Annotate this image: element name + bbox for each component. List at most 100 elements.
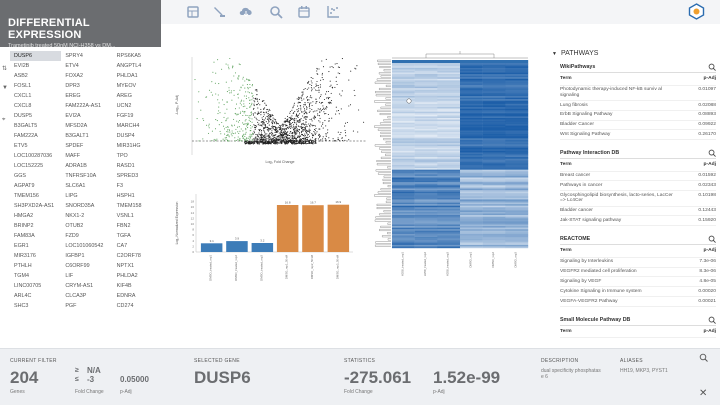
gene-list-item[interactable]: CD274 <box>116 303 134 309</box>
filter-small-icon[interactable]: ▼ <box>2 85 8 91</box>
gene-list-item[interactable]: RASD1 <box>116 163 135 169</box>
gene-list-item[interactable]: CA7 <box>116 243 128 249</box>
gene-list-item[interactable]: TGM4 <box>14 273 29 279</box>
gene-list-item[interactable]: NPTX1 <box>116 263 135 269</box>
gene-list-item[interactable]: FOXA2 <box>65 73 84 79</box>
gene-list-item[interactable]: SPRED3 <box>116 173 139 179</box>
gene-list-item[interactable]: PHLDA2 <box>116 273 138 279</box>
gene-list-item[interactable]: LOC101060542 <box>65 243 104 249</box>
gene-list-item[interactable]: ARL4C <box>14 293 32 299</box>
gene-list-item[interactable]: DUSP4 <box>116 133 135 139</box>
pin-icon[interactable]: ⌖ <box>2 117 6 123</box>
gene-list-item[interactable]: LOC152225 <box>14 163 44 169</box>
bar[interactable] <box>251 243 274 252</box>
gene-list-item[interactable]: FGF19 <box>116 113 134 119</box>
gene-list-item[interactable]: OTUB2 <box>65 223 84 229</box>
pathway-row[interactable]: Cytokine Signaling in Immune system 0.000… <box>560 287 716 297</box>
gene-list-item[interactable]: SPDEF <box>65 143 84 149</box>
gene-list-item[interactable]: MAFF <box>65 153 80 159</box>
gene-list-item[interactable]: DUSP6 <box>10 51 62 61</box>
gene-list-item[interactable]: FAM222A <box>14 133 38 139</box>
gene-list-item[interactable]: EREG <box>65 93 81 99</box>
gene-list-item[interactable]: C2ORF78 <box>116 253 141 259</box>
pathway-row[interactable]: Wnt Signaling Pathway 0.26170 <box>560 130 716 141</box>
gene-list-item[interactable]: EGR1 <box>14 243 29 249</box>
gene-list-item[interactable]: F3 <box>116 183 123 189</box>
gene-list-item[interactable]: ADRA1B <box>65 163 87 169</box>
gene-list-item[interactable]: MFSD2A <box>65 123 88 129</box>
fc-na[interactable]: N/A <box>87 366 101 375</box>
pathway-row[interactable]: Signaling by VEGF 4.8e-05 <box>560 277 716 288</box>
gene-list-item[interactable]: B3GALT1 <box>65 133 89 139</box>
bar[interactable] <box>327 204 350 252</box>
table-icon[interactable] <box>186 5 200 19</box>
gene-list-item[interactable]: HSPH1 <box>116 193 135 199</box>
pathway-row[interactable]: VEGFA-VEGFR2 Pathway 0.00021 <box>560 297 716 307</box>
filter-icon[interactable] <box>212 5 226 19</box>
gene-list-item[interactable]: C6ORF99 <box>65 263 90 269</box>
gene-list-item[interactable]: CXCL1 <box>14 93 32 99</box>
gene-list-item[interactable]: ETV4 <box>65 63 79 69</box>
bar[interactable] <box>200 243 223 252</box>
search-icon[interactable] <box>708 316 716 324</box>
gene-list-item[interactable]: MIR31HG <box>116 143 141 149</box>
gene-list-item[interactable]: SH3PXD2A-AS1 <box>14 203 55 209</box>
gene-list-item[interactable]: ASB2 <box>14 73 28 79</box>
gene-list-item[interactable]: ETV5 <box>14 143 28 149</box>
search-icon[interactable] <box>708 63 716 71</box>
zoom-icon[interactable] <box>269 5 283 19</box>
gene-list-item[interactable]: FZD9 <box>65 233 79 239</box>
gene-list-item[interactable]: PHLDA1 <box>116 73 138 79</box>
gene-list-item[interactable]: VSNL1 <box>116 213 134 219</box>
gene-list-item[interactable]: FBN2 <box>116 223 131 229</box>
pathway-row[interactable]: ErbB Signaling Pathway 0.08893 <box>560 111 716 121</box>
gene-list-item[interactable]: IGFBP1 <box>65 253 85 259</box>
pathway-row[interactable]: Signaling by Interleukins 7.3e-06 <box>560 258 716 268</box>
pathway-row[interactable]: Glycosphingolipid biosynthesis, lacto-se… <box>560 191 716 207</box>
sort-icon[interactable]: ⇅ <box>2 66 8 72</box>
calendar-icon[interactable] <box>297 5 311 19</box>
gene-list-item[interactable]: FOSL1 <box>14 83 32 89</box>
gene-list-item[interactable]: MARCH4 <box>116 123 140 129</box>
gene-list-item[interactable]: CLCA3P <box>65 293 87 299</box>
pathway-row[interactable]: Bladder cancer 0.12443 <box>560 207 716 217</box>
close-icon[interactable]: ✕ <box>699 388 708 399</box>
gene-list-item[interactable]: ANGPTL4 <box>116 63 142 69</box>
gene-list-item[interactable]: SPRY4 <box>65 53 83 59</box>
pathway-row[interactable]: Bladder Cancer 0.09922 <box>560 121 716 131</box>
gene-list-item[interactable]: DPR3 <box>65 83 80 89</box>
gene-list-item[interactable]: EVI2B <box>14 63 30 69</box>
gene-list-item[interactable]: TMEM158 <box>116 203 142 209</box>
gene-list-item[interactable]: CRYM-AS1 <box>65 283 94 289</box>
gene-list-item[interactable]: KIF4B <box>116 283 132 289</box>
caret-down-icon[interactable]: ▼ <box>552 50 557 57</box>
pathway-row[interactable]: Lung fibrosis 0.02088 <box>560 101 716 111</box>
gene-list-item[interactable]: SLC6A1 <box>65 183 86 189</box>
cloud-download-icon[interactable] <box>239 5 253 19</box>
gene-list-item[interactable]: TGFA <box>116 233 131 239</box>
gene-list-item[interactable]: SNORD35A <box>65 203 95 209</box>
gene-list-item[interactable]: B3GALT5 <box>14 123 38 129</box>
bar[interactable] <box>226 241 248 252</box>
bar[interactable] <box>276 205 299 252</box>
gene-list-item[interactable]: TNFRSF10A <box>65 173 97 179</box>
gene-list-item[interactable]: EDNRA <box>116 293 136 299</box>
gene-list-item[interactable]: AREG <box>116 93 132 99</box>
gene-list-item[interactable]: PTHLH <box>14 263 32 269</box>
gene-list-item[interactable]: MYEOV <box>116 83 137 89</box>
gene-list-item[interactable]: TMEM156 <box>14 193 39 199</box>
gene-list-item[interactable]: EVI2A <box>65 113 81 119</box>
gene-list-item[interactable]: GGS <box>14 173 26 179</box>
search-icon[interactable] <box>708 235 716 244</box>
gene-list-item[interactable]: LIPG <box>65 193 78 199</box>
scatter-plot-icon[interactable] <box>326 5 340 19</box>
pathway-row[interactable]: Photodynamic therapy-induced NF-kB survi… <box>560 86 716 101</box>
gene-list-item[interactable]: HMGA2 <box>14 213 34 219</box>
gene-list-item[interactable]: UCN2 <box>116 103 132 109</box>
volcano-plot[interactable]: Log₂ Fold Change -Log₁₀ P-Adj <box>170 55 370 170</box>
fc-neg[interactable]: -3 <box>87 375 95 384</box>
pathway-row[interactable]: Pathways in cancer 0.02343 <box>560 181 716 192</box>
gene-list-item[interactable]: FAM222A-AS1 <box>65 103 101 109</box>
gene-list-item[interactable]: LINC00705 <box>14 283 42 289</box>
footer-search-icon[interactable] <box>699 353 708 362</box>
